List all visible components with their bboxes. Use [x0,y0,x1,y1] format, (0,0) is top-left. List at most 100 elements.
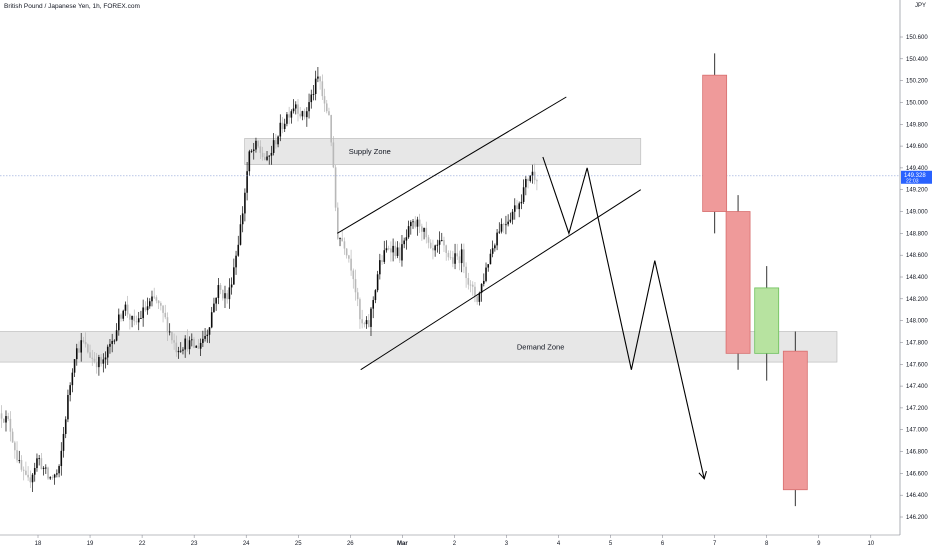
small-candle[interactable] [498,231,501,233]
small-candle[interactable] [507,221,509,225]
small-candle[interactable] [438,240,441,245]
small-candle[interactable] [135,321,138,323]
small-candle[interactable] [78,348,80,353]
small-candle[interactable] [62,433,65,451]
small-candle[interactable] [452,257,454,264]
small-candle[interactable] [467,278,470,285]
small-candle[interactable] [182,349,184,351]
small-candle[interactable] [407,226,410,238]
small-candle[interactable] [233,267,235,285]
small-candle[interactable] [171,331,173,341]
small-candle[interactable] [343,241,346,249]
small-candle[interactable] [436,244,439,246]
small-candle[interactable] [100,357,102,364]
small-candle[interactable] [394,245,397,256]
small-candle[interactable] [474,286,476,297]
small-candle[interactable] [480,283,483,293]
small-candle[interactable] [142,307,144,319]
small-candle[interactable] [208,327,211,335]
small-candle[interactable] [361,319,363,324]
small-candle[interactable] [133,315,136,322]
small-candle[interactable] [49,477,52,479]
small-candle[interactable] [113,340,116,342]
small-candle[interactable] [387,248,390,250]
small-candle[interactable] [306,111,308,118]
small-candle[interactable] [241,213,244,225]
small-candle[interactable] [221,289,224,299]
small-candle[interactable] [173,340,175,343]
small-candle[interactable] [281,122,284,130]
small-candle[interactable] [520,201,523,204]
small-candle[interactable] [292,108,295,112]
small-candle[interactable] [308,102,310,112]
small-candle[interactable] [328,111,330,116]
small-candle[interactable] [126,304,129,315]
small-candle[interactable] [40,458,43,469]
small-candle[interactable] [188,340,191,350]
small-candle[interactable] [476,296,478,302]
small-candle[interactable] [237,244,240,256]
small-candle[interactable] [341,238,344,242]
small-candle[interactable] [53,474,56,478]
small-candle[interactable] [259,146,262,153]
small-candle[interactable] [82,340,85,343]
small-candle[interactable] [29,477,32,483]
small-candle[interactable] [47,467,49,479]
small-candle[interactable] [204,336,206,339]
small-candle[interactable] [210,312,213,328]
small-candle[interactable] [104,357,107,360]
small-candle[interactable] [2,418,5,423]
small-candle[interactable] [516,205,518,210]
small-candle[interactable] [456,253,459,257]
small-candle[interactable] [268,155,271,157]
small-candle[interactable] [11,431,14,443]
small-candle[interactable] [5,416,7,423]
small-candle[interactable] [148,301,151,307]
small-candle[interactable] [31,474,34,483]
small-candle[interactable] [270,152,273,156]
small-candle[interactable] [248,151,251,172]
small-candle[interactable] [334,167,337,208]
small-candle[interactable] [226,293,229,300]
small-candle[interactable] [261,152,264,158]
small-candle[interactable] [166,317,169,333]
small-candle[interactable] [33,468,36,475]
small-candle[interactable] [290,111,293,118]
small-candle[interactable] [314,78,317,94]
small-candle[interactable] [310,94,313,103]
small-candle[interactable] [111,340,113,344]
small-candle[interactable] [219,285,222,290]
small-candle[interactable] [410,222,412,227]
small-candle[interactable] [354,279,357,293]
small-candle[interactable] [71,372,74,386]
small-candle[interactable] [144,307,147,311]
small-candle[interactable] [195,345,198,348]
big-candle-2[interactable] [754,287,780,354]
small-candle[interactable] [164,312,167,318]
small-candle[interactable] [20,460,23,470]
small-candle[interactable] [469,284,472,286]
small-candle[interactable] [294,104,297,109]
small-candle[interactable] [494,245,496,249]
small-candle[interactable] [87,344,89,353]
small-candle[interactable] [228,287,231,300]
small-candle[interactable] [58,466,60,474]
small-candle[interactable] [250,150,253,152]
small-candle[interactable] [106,346,109,358]
small-candle[interactable] [36,458,38,469]
small-candle[interactable] [465,266,467,279]
small-candle[interactable] [160,303,162,306]
small-candle[interactable] [120,314,122,319]
small-candle[interactable] [283,123,286,130]
small-candle[interactable] [9,418,12,432]
small-candle[interactable] [458,256,461,264]
small-candle[interactable] [414,221,417,227]
small-candle[interactable] [412,221,414,223]
small-candle[interactable] [264,157,266,160]
big-candle-3[interactable] [782,350,808,491]
small-candle[interactable] [0,413,3,419]
small-candle[interactable] [157,300,160,304]
small-candle[interactable] [91,357,94,359]
small-candle[interactable] [215,297,217,304]
small-candle[interactable] [202,338,204,343]
